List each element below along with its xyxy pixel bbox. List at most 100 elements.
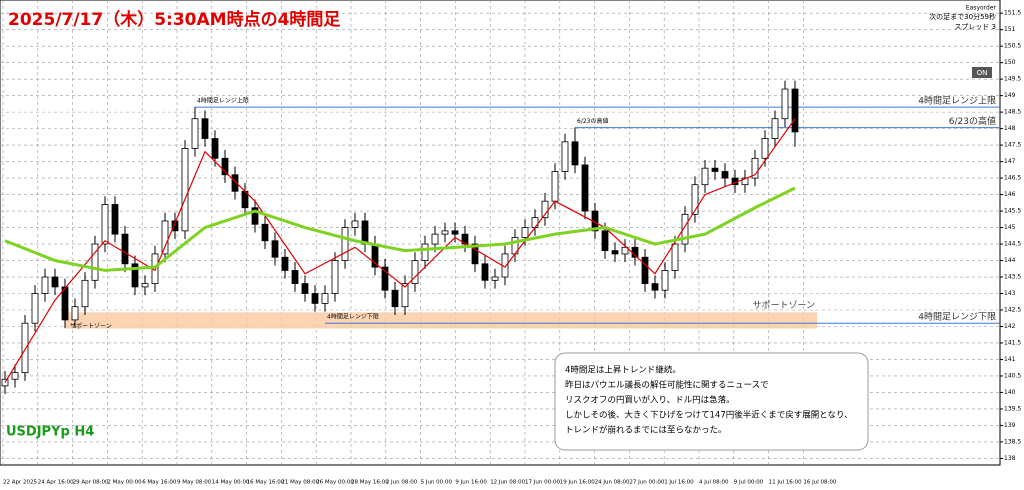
x-tick-label: 22 Apr 2025 [3,480,38,486]
candle-body [621,246,629,255]
y-tick-label: 147.5 [1004,142,1021,149]
x-tick-label: 29 Apr 08:00 [73,480,109,486]
support-zone [65,312,817,329]
candle-body [671,243,679,271]
candle-body [521,227,529,238]
candle-body [81,279,89,308]
x-tick-label: 21 May 08:00 [281,480,319,486]
info: 次の足まで30分59秒 [929,12,996,21]
x-tick-label: 2 May 00:00 [107,480,142,486]
level-label: 4時間足レンジ下限 [918,312,996,323]
x-tick-label: 24 Jun 08:00 [595,480,630,486]
candle-body [581,164,589,212]
y-tick-label: 150.5 [1004,43,1021,50]
candle-body [361,220,369,245]
x-tick-label: 16 Jul 08:00 [803,480,836,486]
y-tick-label: 149.5 [1004,76,1021,83]
info: Easyorder [966,5,997,12]
on-button-label[interactable]: ON [977,69,988,77]
candle-body [781,88,789,120]
candle-body [101,204,109,245]
candle-body [331,260,339,294]
candle-body [31,293,39,324]
y-tick-label: 148.5 [1004,109,1021,116]
y-tick-label: 144.5 [1004,241,1021,248]
y-tick-label: 151 [1004,26,1016,33]
candle-body [251,207,259,225]
x-tick-label: 16 May 16:00 [247,480,285,486]
candle-body [441,230,449,235]
level-label-small: 6/23の高値 [577,117,608,125]
candle-body [651,283,659,291]
candle-body [221,157,229,176]
zone-label: サポートゾーン [752,300,815,311]
on-button[interactable] [972,67,992,78]
candle-body [411,260,419,285]
x-tick-label: 24 Apr 16:00 [38,480,74,486]
candle-body [751,157,759,179]
candle-body [121,233,129,265]
candle-body [141,283,149,288]
y-tick-label: 147 [1004,158,1016,165]
y-tick-label: 146.5 [1004,175,1021,182]
y-tick-label: 142.5 [1004,307,1021,314]
comment-line: しかしその後、大きく下ひげをつけて147円後半近くまで戻す展開となり、 [565,410,853,421]
candle-body [71,306,79,321]
candle-body [531,217,539,228]
x-tick-label: 28 May 16:00 [351,480,389,486]
candle-body [341,227,349,261]
info: スプレッド 3 [954,23,996,31]
y-tick-label: 142 [1004,323,1016,330]
candle-body [551,171,559,202]
x-tick-label: 12 Jun 08:00 [490,480,525,486]
y-tick-label: 141 [1004,356,1016,363]
y-tick-label: 148 [1004,125,1016,132]
y-tick-label: 149 [1004,92,1016,99]
candle-body [791,88,799,133]
candle-body [301,283,309,294]
candle-body [351,220,359,228]
y-tick-label: 141.5 [1004,339,1021,346]
x-tick-label: 2 Jun 08:00 [386,480,418,486]
x-tick-label: 17 Jun 00:00 [525,480,560,486]
candle-body [261,223,269,242]
chart-title: 2025/7/17（木）5:30AM時点の4時間足 [8,9,340,30]
candle-body [421,243,429,261]
y-tick-label: 151.5 [1004,10,1021,17]
candle-body [451,230,459,235]
candle-body [571,141,579,166]
x-tick-label: 9 May 08:00 [177,480,212,486]
candle-body [161,220,169,255]
candle-body [641,256,649,285]
candle-body [271,240,279,258]
y-tick-label: 146 [1004,191,1016,198]
comment-line: 4時間足は上昇トレンド継続。 [565,365,681,376]
candle-body [41,276,49,294]
candle-body [311,293,319,304]
x-tick-label: 5 Jun 00:00 [421,480,453,486]
candle-body [191,118,199,149]
y-tick-label: 150 [1004,59,1016,66]
x-tick-label: 11 Jul 16:00 [769,480,802,486]
comment-line: リスクオフの円買いが入り、ドル円は急落。 [565,395,735,406]
comment-line: 昨日はパウエル議長の解任可能性に関するニュースで [565,380,769,391]
y-tick-label: 139 [1004,422,1016,429]
candle-body [481,263,489,281]
x-tick-label: 27 Jun 00:00 [629,480,664,486]
zone-label-small: サポートゾーン [70,322,112,330]
y-tick-label: 145 [1004,224,1016,231]
moving-average [4,118,796,383]
level-label: 4時間足レンジ上限 [918,96,996,107]
level-label-small: 4時間足レンジ上限 [197,97,249,105]
x-tick-label: 1 Jul 16:00 [664,480,694,486]
candle-body [131,263,139,288]
candle-body [201,118,209,139]
candle-body [701,167,709,186]
candle-body [561,141,569,172]
candle-body [21,322,29,374]
y-tick-label: 145.5 [1004,208,1021,215]
candle-body [111,204,119,235]
candle-body [681,213,689,245]
candle-body [711,167,719,172]
x-tick-label: 4 Jul 08:00 [699,480,729,486]
